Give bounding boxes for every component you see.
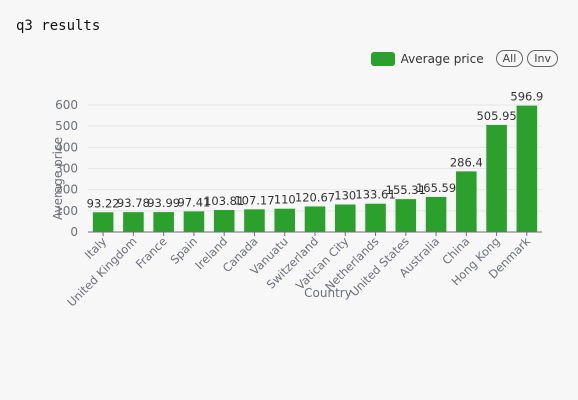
bar[interactable] <box>92 212 114 232</box>
bar[interactable] <box>274 208 296 232</box>
bar[interactable] <box>123 212 144 232</box>
y-tick-label: 200 <box>55 183 78 197</box>
x-tick-label: France <box>133 234 170 271</box>
data-label: 107.17 <box>234 193 274 207</box>
x-axis-title: Country <box>304 286 352 300</box>
bar[interactable] <box>153 212 174 232</box>
bar[interactable] <box>425 196 447 232</box>
data-label: 93.78 <box>117 196 150 210</box>
bar[interactable] <box>334 204 356 232</box>
bar[interactable] <box>304 206 326 232</box>
y-tick-label: 0 <box>70 225 78 239</box>
data-label: 97.41 <box>177 195 210 209</box>
legend-label[interactable]: Average price <box>400 51 484 66</box>
y-tick-label: 500 <box>55 119 78 133</box>
y-axis-title: Average price <box>51 137 65 220</box>
select-all-button[interactable]: All <box>495 50 524 67</box>
bar[interactable] <box>183 211 205 232</box>
legend: Average price All Inv <box>370 50 558 67</box>
y-axis-ticks: 0 100 200 300 400 500 600 <box>55 98 78 239</box>
y-tick-label: 400 <box>55 140 78 154</box>
y-tick-label: 300 <box>55 162 78 176</box>
bars <box>92 105 538 232</box>
data-label: 155.31 <box>386 183 426 197</box>
invert-selection-button[interactable]: Inv <box>527 50 558 67</box>
y-tick-label: 600 <box>55 98 78 112</box>
legend-swatch[interactable] <box>370 51 395 66</box>
bar[interactable] <box>395 199 417 232</box>
page-title: q3 results <box>16 18 101 34</box>
y-tick-label: 100 <box>55 204 78 218</box>
bar[interactable] <box>213 210 235 232</box>
bar[interactable] <box>516 105 538 232</box>
bar[interactable] <box>365 203 386 232</box>
data-label: 505.95 <box>476 109 516 123</box>
data-label: 93.99 <box>147 196 180 210</box>
data-label: 596.9 <box>510 90 543 104</box>
data-label: 110 <box>274 193 296 207</box>
data-label: 103.81 <box>204 194 244 208</box>
data-label: 286.4 <box>450 155 483 169</box>
bar[interactable] <box>486 124 507 232</box>
data-label: 93.22 <box>87 196 120 210</box>
bar[interactable] <box>456 171 477 232</box>
bar[interactable] <box>244 209 265 232</box>
data-label: 165.59 <box>416 181 456 195</box>
data-label: 130 <box>334 188 356 202</box>
data-label: 133.61 <box>355 188 395 202</box>
data-label: 120.67 <box>295 190 335 204</box>
